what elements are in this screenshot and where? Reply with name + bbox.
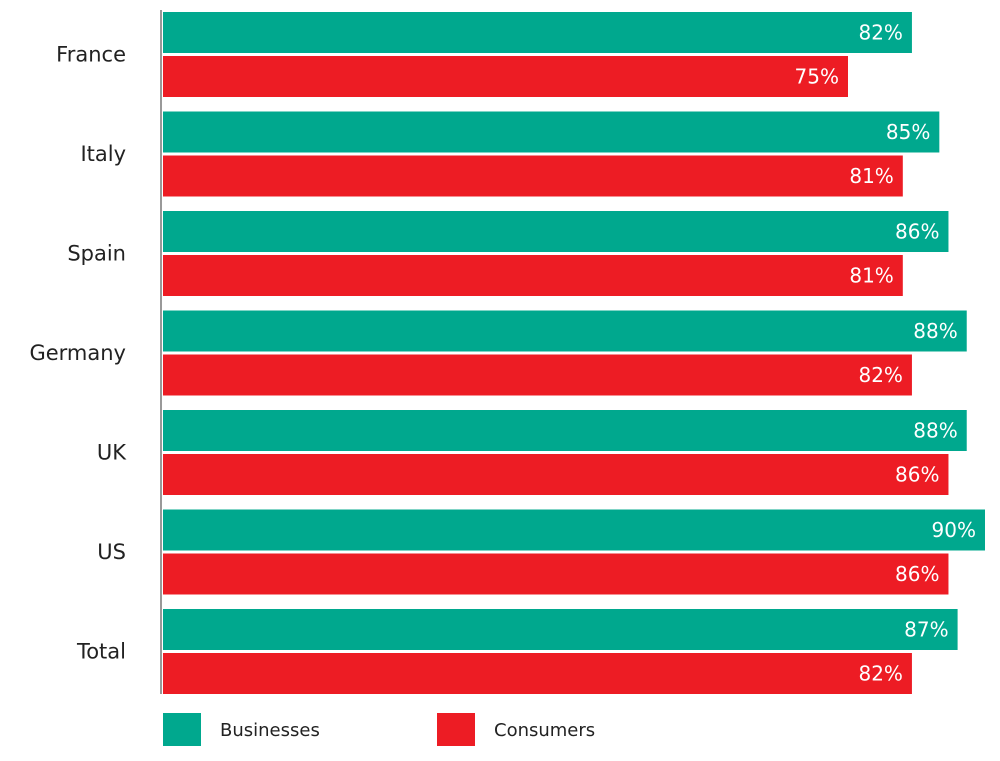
bar-businesses-italy xyxy=(163,111,940,153)
value-label-businesses-france: 82% xyxy=(858,21,902,45)
category-label-total: Total xyxy=(76,640,126,664)
value-label-businesses-spain: 86% xyxy=(895,220,939,244)
bar-consumers-france xyxy=(163,56,848,97)
bar-consumers-germany xyxy=(163,354,912,396)
value-label-businesses-italy: 85% xyxy=(886,120,930,144)
category-label-spain: Spain xyxy=(67,242,126,266)
bar-consumers-italy xyxy=(163,155,903,197)
value-label-businesses-uk: 88% xyxy=(913,419,957,443)
bar-businesses-germany xyxy=(163,310,967,352)
value-label-consumers-total: 82% xyxy=(858,662,902,686)
value-label-businesses-germany: 88% xyxy=(913,319,957,343)
value-label-consumers-france: 75% xyxy=(795,65,839,89)
legend: Businesses Consumers xyxy=(163,713,595,746)
legend-label-businesses: Businesses xyxy=(220,720,320,741)
value-label-consumers-germany: 82% xyxy=(858,363,902,387)
bar-consumers-total xyxy=(163,653,912,694)
value-label-businesses-total: 87% xyxy=(904,618,948,642)
value-label-consumers-italy: 81% xyxy=(849,164,893,188)
category-labels: France Italy Spain Germany UK US Total xyxy=(29,43,127,664)
category-label-us: US xyxy=(97,540,126,564)
value-labels: 82%75%85%81%86%81%88%82%88%86%90%86%87%8… xyxy=(795,21,976,686)
bar-businesses-us xyxy=(163,509,985,551)
legend-label-consumers: Consumers xyxy=(494,720,595,741)
bar-businesses-spain xyxy=(163,211,949,252)
bar-consumers-spain xyxy=(163,255,903,296)
bar-consumers-uk xyxy=(163,454,949,495)
value-label-consumers-uk: 86% xyxy=(895,463,939,487)
bar-businesses-total xyxy=(163,609,958,650)
value-label-consumers-spain: 81% xyxy=(849,264,893,288)
bars-layer xyxy=(163,12,985,694)
value-label-consumers-us: 86% xyxy=(895,562,939,586)
category-label-italy: Italy xyxy=(80,142,126,166)
value-label-businesses-us: 90% xyxy=(932,518,976,542)
category-label-germany: Germany xyxy=(29,341,126,365)
bar-businesses-france xyxy=(163,12,912,53)
legend-swatch-consumers xyxy=(437,713,475,746)
category-label-uk: UK xyxy=(97,441,127,465)
legend-swatch-businesses xyxy=(163,713,201,746)
bar-consumers-us xyxy=(163,553,949,595)
category-label-france: France xyxy=(56,43,126,67)
bar-businesses-uk xyxy=(163,410,967,451)
